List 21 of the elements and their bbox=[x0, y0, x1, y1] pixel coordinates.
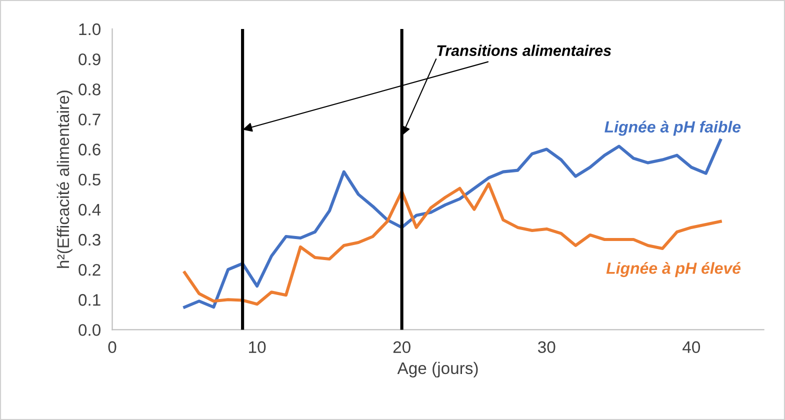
x-tick-label: 20 bbox=[393, 341, 410, 354]
x-tick-label: 10 bbox=[249, 341, 266, 354]
annotation: Transitions alimentaires bbox=[437, 44, 612, 56]
x-tick-label: 40 bbox=[682, 341, 700, 354]
y-tick-label: 0.6 bbox=[78, 144, 100, 156]
x-axis-title: Age (jours) bbox=[397, 362, 478, 378]
series-label: Lignée à pH faible bbox=[604, 120, 741, 136]
x-tick-label: 30 bbox=[538, 341, 556, 354]
x-tick-label: 0 bbox=[108, 341, 116, 354]
y-tick-label: 0.9 bbox=[78, 53, 100, 66]
y-tick-label: 0.0 bbox=[78, 324, 100, 336]
y-tick-label: 0.4 bbox=[78, 204, 101, 216]
y-tick-label: 0.1 bbox=[78, 294, 100, 306]
y-tick-label: 0.2 bbox=[78, 264, 100, 276]
series-label: Lignée à pH élevé bbox=[606, 262, 741, 278]
y-tick-label: 0.3 bbox=[78, 234, 100, 246]
y-tick-label: 0.8 bbox=[78, 84, 100, 96]
y-tick-label: 0.7 bbox=[78, 114, 100, 126]
y-tick-label: 1.0 bbox=[79, 23, 100, 36]
y-axis-title: h²(Efficacité alimentaire) bbox=[56, 90, 72, 268]
y-tick-label: 0.5 bbox=[78, 174, 100, 186]
